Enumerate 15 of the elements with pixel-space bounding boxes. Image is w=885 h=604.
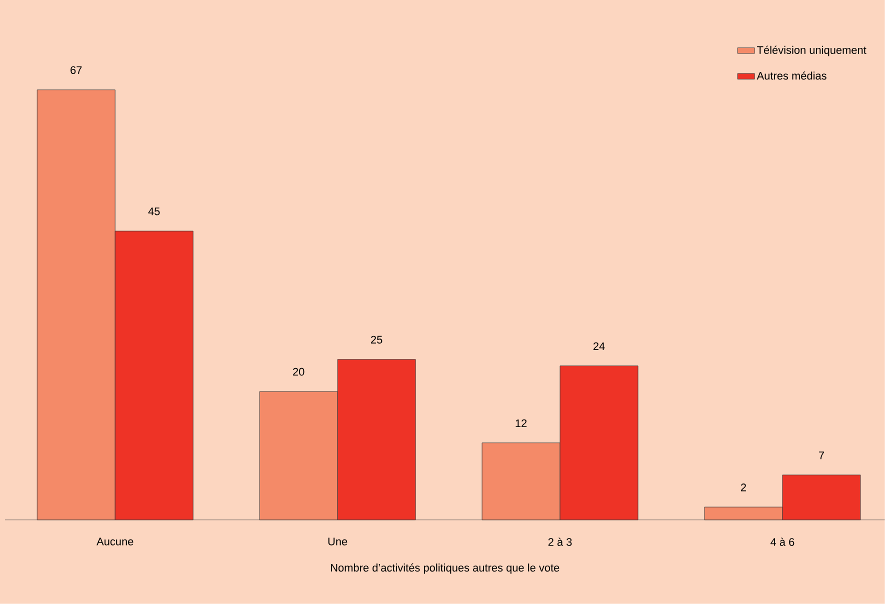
x-tick-label: 2 à 3: [548, 538, 572, 546]
x-tick-label: Une: [328, 538, 348, 546]
x-tick-label: 4 à 6: [770, 538, 794, 546]
data-label: 67: [70, 66, 82, 74]
data-label: 12: [516, 419, 527, 428]
x-axis-title: Nombre d’activités politiques autres que le vote: [331, 563, 560, 574]
legend-label: Autres médias: [756, 72, 826, 80]
data-label: 24: [593, 342, 605, 350]
data-label: 20: [293, 368, 304, 376]
data-label: 45: [148, 208, 160, 216]
data-label: 25: [371, 336, 382, 344]
data-label: 7: [818, 452, 824, 460]
legend-label: Télévision uniquement: [757, 46, 866, 56]
x-tick-label: Aucune: [96, 538, 134, 546]
data-label: 2: [740, 484, 746, 492]
